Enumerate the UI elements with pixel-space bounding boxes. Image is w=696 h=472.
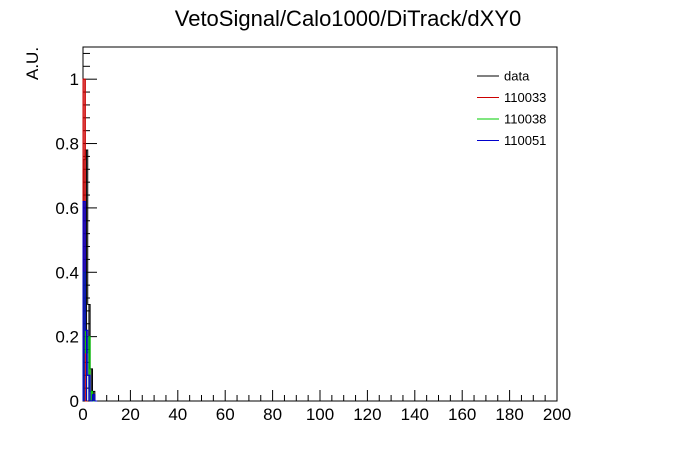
- legend-label: data: [504, 69, 530, 84]
- x-tick-label: 140: [401, 405, 429, 424]
- x-tick-label: 60: [216, 405, 235, 424]
- y-tick-label: 0.2: [55, 328, 79, 347]
- legend-label: 110038: [504, 112, 546, 127]
- legend-label: 110051: [504, 133, 546, 148]
- y-tick-label: 0.4: [55, 263, 79, 282]
- y-tick-label: 0.8: [55, 135, 79, 154]
- legend: data 110033 110038 110051: [477, 69, 546, 148]
- x-tick-label: 100: [306, 405, 334, 424]
- x-tick-label: 20: [121, 405, 140, 424]
- x-tick-label: 120: [353, 405, 381, 424]
- y-tick-label: 0.6: [55, 199, 79, 218]
- x-tick-label: 40: [168, 405, 187, 424]
- x-tick-label: 80: [263, 405, 282, 424]
- chart-title: VetoSignal/Calo1000/DiTrack/dXY0: [175, 6, 522, 31]
- x-axis: 0 20 40 60 80 100 120 140 160 180 200: [78, 390, 571, 424]
- histogram-line: [82, 200, 98, 402]
- y-tick-label: 1: [70, 70, 79, 89]
- x-tick-label: 160: [448, 405, 476, 424]
- y-tick-label: 0: [70, 392, 79, 411]
- plot-frame: [82, 46, 558, 402]
- legend-label: 110033: [504, 90, 546, 105]
- y-axis-title: A.U.: [23, 47, 42, 80]
- y-axis: 0 0.2 0.4 0.6 0.8 1: [55, 52, 97, 411]
- series-layer: [82, 78, 98, 402]
- x-tick-label: 180: [495, 405, 523, 424]
- x-tick-label: 0: [78, 405, 87, 424]
- series-110051: [82, 200, 98, 402]
- x-tick-label: 200: [543, 405, 571, 424]
